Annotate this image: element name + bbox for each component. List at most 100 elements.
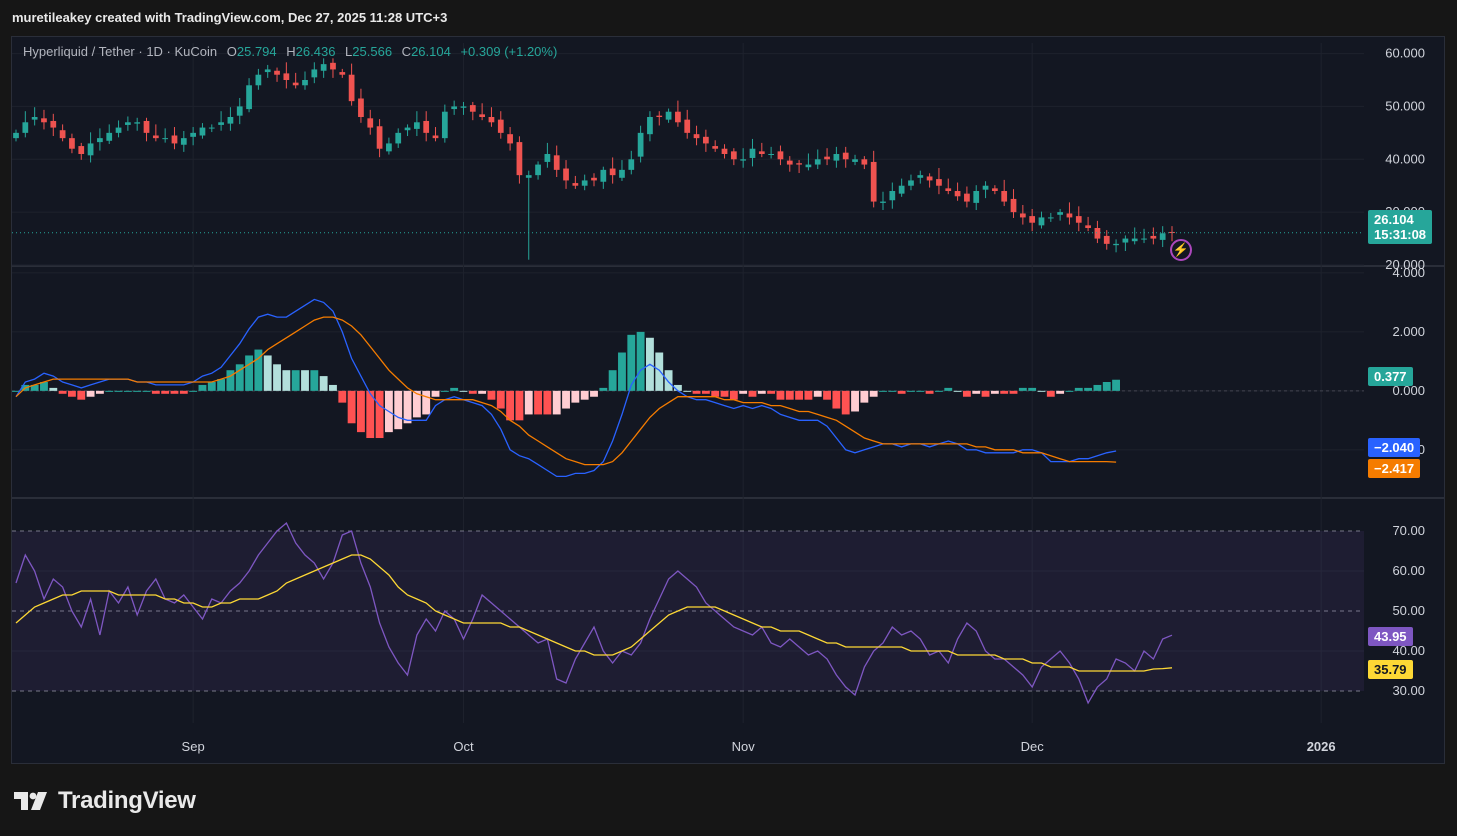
- price-candle: [805, 153, 812, 171]
- candle-body: [609, 168, 616, 176]
- macd-histogram-bar: [403, 390, 412, 424]
- price-candle: [311, 62, 318, 84]
- macd-tick-label: 4.000: [1392, 265, 1425, 280]
- candle-body: [796, 163, 802, 165]
- macd-histogram-bar: [552, 390, 561, 415]
- rsi-ma-tag: 35.79: [1368, 660, 1413, 679]
- macd-histogram-bar: [627, 334, 636, 391]
- price-candle: [460, 101, 467, 115]
- macd-histogram-bar: [487, 390, 496, 400]
- price-candle: [87, 132, 94, 163]
- price-candle: [675, 100, 681, 127]
- candle-body: [87, 143, 94, 156]
- price-candle: [432, 127, 439, 142]
- price-candle: [330, 58, 336, 78]
- price-candle: [563, 160, 569, 189]
- candle-body: [1047, 217, 1054, 219]
- price-candle: [255, 68, 262, 90]
- macd-histogram-bar: [338, 390, 347, 403]
- price-candle: [992, 185, 998, 195]
- tradingview-brand[interactable]: TradingView: [14, 786, 196, 816]
- macd-histogram-bar: [729, 390, 738, 400]
- price-candle: [171, 127, 178, 150]
- macd-histogram-bar: [1046, 390, 1055, 397]
- candle-body: [311, 69, 318, 78]
- macd-histogram-bar: [68, 390, 76, 397]
- chart-canvas[interactable]: SepOctNovDec202620.00030.00040.00050.000…: [12, 37, 1444, 763]
- price-candle: [59, 124, 66, 142]
- candle-body: [31, 117, 38, 120]
- price-candle: [982, 181, 989, 199]
- rsi-ma-line: [15, 554, 1173, 672]
- last-price-value: 26.104: [1374, 212, 1414, 227]
- candle-body: [208, 127, 215, 129]
- price-candle: [264, 64, 271, 78]
- candle-body: [404, 127, 411, 131]
- candle-body: [469, 105, 476, 112]
- macd-histogram-bar: [245, 355, 253, 391]
- macd-histogram-bar: [776, 390, 785, 400]
- price-candle: [749, 138, 756, 167]
- legend-close-label: C: [401, 44, 412, 59]
- price-candle: [647, 111, 653, 142]
- price-candle: [786, 156, 793, 172]
- candle-body: [516, 142, 523, 176]
- macd-histogram-bar: [524, 390, 533, 415]
- macd-histogram-bar: [935, 390, 943, 392]
- candle-body: [964, 193, 970, 202]
- macd-histogram-bar: [49, 387, 58, 391]
- macd-histogram-bar: [291, 370, 300, 391]
- macd-line: [15, 298, 1117, 478]
- price-candle: [1075, 206, 1082, 232]
- macd-histogram-bar: [664, 370, 673, 391]
- legend-low-value: 25.566: [352, 44, 393, 59]
- candle-body: [1159, 233, 1166, 240]
- candle-body: [1141, 238, 1147, 240]
- candle-body: [1019, 213, 1026, 218]
- price-tick-label: 60.000: [1385, 46, 1425, 61]
- last-price-tag: 26.104 15:31:08: [1368, 210, 1433, 244]
- price-candle: [1122, 235, 1129, 251]
- candle-body: [740, 159, 747, 161]
- price-candle: [451, 100, 458, 115]
- legend-symbol[interactable]: Hyperliquid / Tether · 1D · KuCoin: [23, 44, 218, 59]
- macd-histogram-bar: [1056, 390, 1065, 394]
- macd-histogram-bar: [599, 387, 608, 391]
- macd-histogram-bar: [86, 390, 95, 397]
- lightning-icon[interactable]: ⚡: [1170, 239, 1192, 261]
- macd-histogram-bar: [450, 387, 459, 391]
- price-candle: [423, 111, 430, 142]
- candle-body: [600, 169, 607, 182]
- candle-body: [246, 85, 252, 110]
- candle-body: [143, 120, 150, 133]
- macd-histogram-bar: [217, 379, 226, 391]
- candle-body: [656, 115, 663, 117]
- price-candle: [376, 119, 383, 158]
- candle-body: [1085, 225, 1091, 228]
- macd-histogram-bar: [254, 349, 263, 391]
- price-candle: [246, 78, 252, 113]
- price-candle: [50, 113, 57, 137]
- price-candle: [1085, 216, 1091, 232]
- macd-histogram-bar: [1065, 390, 1074, 392]
- price-candle: [964, 186, 970, 208]
- candle-body: [749, 148, 756, 158]
- candle-body: [386, 143, 392, 152]
- price-candle: [656, 111, 663, 126]
- price-candle: [1113, 239, 1119, 253]
- legend-open-label: O: [226, 44, 237, 59]
- candle-body: [591, 177, 597, 181]
- candle-body: [898, 185, 905, 194]
- candle-body: [479, 114, 485, 117]
- macd-histogram-bar: [655, 352, 664, 391]
- candle-body: [1038, 217, 1045, 226]
- price-candle: [954, 182, 961, 201]
- chart-frame[interactable]: SepOctNovDec202620.00030.00040.00050.000…: [11, 36, 1445, 764]
- candle-body: [218, 122, 224, 125]
- candle-body: [348, 74, 355, 102]
- symbol-legend: Hyperliquid / Tether · 1D · KuCoin O25.7…: [23, 44, 563, 59]
- macd-histogram-bar: [879, 390, 887, 392]
- candle-body: [376, 126, 383, 149]
- legend-high-value: 26.436: [295, 44, 336, 59]
- macd-histogram-bar: [301, 370, 309, 391]
